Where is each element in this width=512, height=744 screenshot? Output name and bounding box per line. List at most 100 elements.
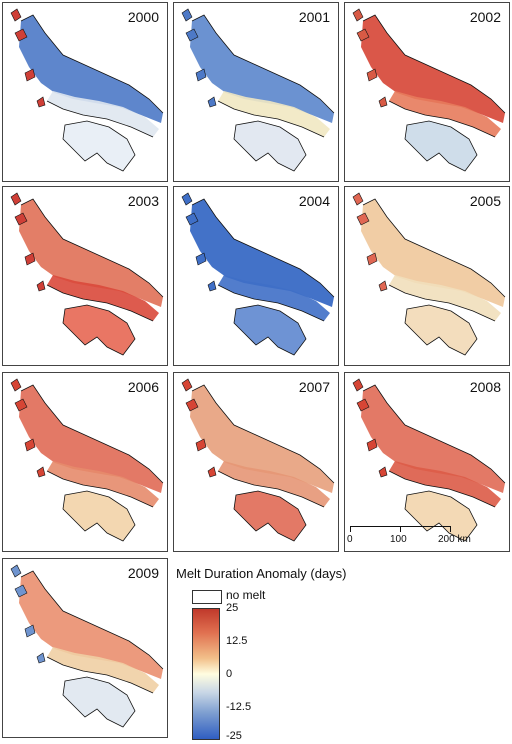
ice-shelf-region (218, 461, 330, 507)
coastline-north (362, 198, 506, 298)
ice-shelf-region (47, 647, 159, 693)
melt-anomaly-map (181, 378, 335, 542)
southern-island-region (405, 305, 477, 355)
scale-bar: 0 100 200 km (347, 526, 500, 550)
offshore-islands (352, 8, 388, 108)
coastline-shelf (217, 470, 325, 508)
ice-shelf-region (47, 91, 159, 137)
scale-label-0: 0 (347, 534, 353, 545)
no-melt-label: no melt (226, 588, 266, 602)
coastline-south (62, 304, 136, 356)
coastline-south (233, 304, 307, 356)
coastline-south (233, 490, 307, 542)
coastline-shelf (217, 284, 325, 322)
peninsula-north-region (19, 571, 163, 679)
scale-tick-100 (400, 526, 401, 532)
southern-island-region (405, 121, 477, 171)
map-panel-2000: 2000 (2, 2, 168, 182)
melt-anomaly-map (181, 8, 335, 172)
melt-anomaly-map (352, 8, 506, 172)
year-label: 2008 (469, 379, 501, 395)
coastline-shelf (46, 656, 154, 694)
map-panel-2006: 2006 (2, 372, 168, 552)
offshore-islands (181, 378, 217, 478)
southern-island-region (234, 121, 306, 171)
melt-anomaly-map (10, 378, 164, 542)
peninsula-north-region (361, 385, 505, 493)
coastline-north (20, 570, 164, 670)
peninsula-north-region (190, 199, 334, 307)
ice-shelf-region (218, 91, 330, 137)
legend-title: Melt Duration Anomaly (days) (176, 566, 347, 581)
melt-anomaly-map (10, 564, 164, 728)
ice-shelf-region (47, 275, 159, 321)
coastline-shelf (388, 470, 496, 508)
year-label: 2007 (298, 379, 330, 395)
coastline-shelf (217, 100, 325, 138)
offshore-islands (352, 192, 388, 292)
offshore-islands (10, 564, 46, 664)
peninsula-north-region (361, 199, 505, 307)
offshore-islands (10, 8, 46, 108)
ice-shelf-region (47, 461, 159, 507)
year-label: 2002 (469, 9, 501, 25)
peninsula-north-region (190, 15, 334, 123)
southern-island-region (234, 491, 306, 541)
coastline-south (62, 490, 136, 542)
offshore-islands (352, 378, 388, 478)
coastline-shelf (46, 100, 154, 138)
coastline-shelf (46, 284, 154, 322)
coastline-south (404, 120, 478, 172)
offshore-islands (181, 8, 217, 108)
ice-shelf-region (389, 275, 501, 321)
peninsula-north-region (19, 385, 163, 493)
coastline-north (20, 384, 164, 484)
peninsula-north-region (19, 15, 163, 123)
ice-shelf-region (389, 461, 501, 507)
coastline-north (191, 384, 335, 484)
coastline-south (404, 304, 478, 356)
year-label: 2006 (127, 379, 159, 395)
coastline-south (62, 120, 136, 172)
ice-shelf-region (389, 91, 501, 137)
offshore-islands (10, 378, 46, 478)
melt-anomaly-map (352, 378, 506, 542)
legend: Melt Duration Anomaly (days) no melt 25 … (176, 566, 506, 742)
year-label: 2005 (469, 193, 501, 209)
scale-label-200: 200 km (438, 534, 471, 545)
southern-island-region (63, 677, 135, 727)
peninsula-north-region (19, 199, 163, 307)
coastline-north (20, 198, 164, 298)
map-panel-2002: 2002 (344, 2, 510, 182)
colorbar-tick-12-5: 12.5 (226, 635, 248, 647)
melt-anomaly-map (352, 192, 506, 356)
melt-anomaly-map (10, 192, 164, 356)
no-melt-swatch (192, 590, 222, 604)
year-label: 2003 (127, 193, 159, 209)
melt-anomaly-map (181, 192, 335, 356)
coastline-north (191, 14, 335, 114)
offshore-islands (10, 192, 46, 292)
melt-anomaly-map (10, 8, 164, 172)
color-bar (192, 608, 220, 740)
offshore-islands (181, 192, 217, 292)
southern-island-region (63, 491, 135, 541)
year-label: 2009 (127, 565, 159, 581)
coastline-north (362, 384, 506, 484)
scale-label-100: 100 (390, 534, 407, 545)
coastline-north (191, 198, 335, 298)
map-panel-2005: 2005 (344, 186, 510, 366)
map-panel-2007: 2007 (173, 372, 339, 552)
coastline-shelf (388, 100, 496, 138)
colorbar-tick-neg-25: -25 (226, 730, 242, 742)
colorbar-tick-25: 25 (226, 602, 239, 614)
map-panel-2001: 2001 (173, 2, 339, 182)
scale-tick-0 (350, 526, 351, 532)
peninsula-north-region (361, 15, 505, 123)
coastline-north (20, 14, 164, 114)
scale-tick-200 (450, 526, 451, 532)
coastline-south (62, 676, 136, 728)
peninsula-north-region (190, 385, 334, 493)
coastline-north (362, 14, 506, 114)
coastline-shelf (388, 284, 496, 322)
